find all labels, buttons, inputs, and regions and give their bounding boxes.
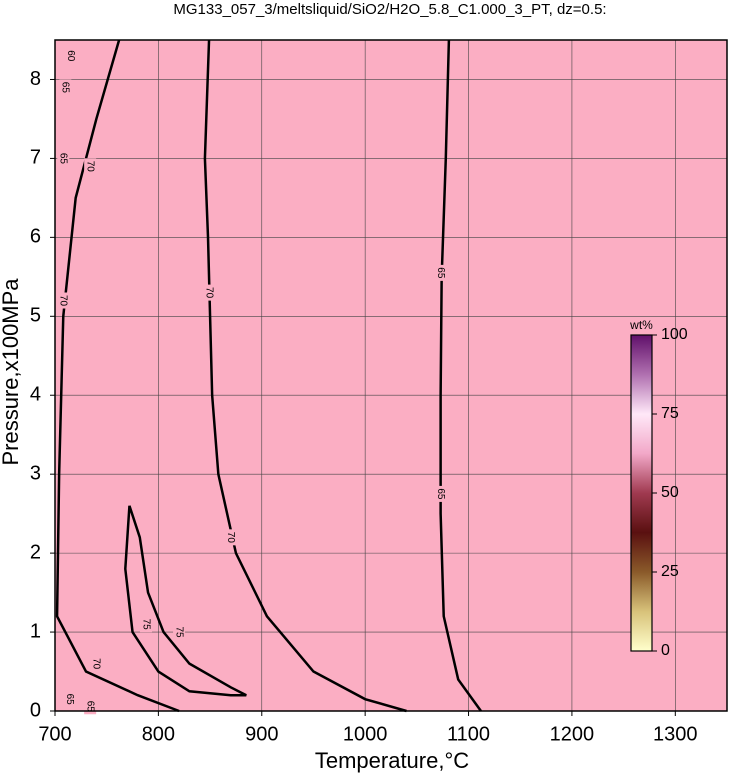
y-axis-label: Pressure,x100MPa xyxy=(0,278,23,466)
y-tick-label: 3 xyxy=(30,462,41,484)
y-tick-label: 0 xyxy=(30,699,41,721)
contour-label-bg xyxy=(434,485,447,502)
colorbar-label: wt% xyxy=(629,318,653,332)
contour-label-bg xyxy=(139,616,152,633)
contour-label-bg xyxy=(59,79,72,96)
colorbar-tick-label: 50 xyxy=(661,484,679,501)
contour-label: 70 xyxy=(91,658,102,670)
y-tick-label: 5 xyxy=(30,305,41,327)
contour-label: 65 xyxy=(435,488,446,500)
contour-label-bg xyxy=(57,292,70,309)
x-tick-label: 1000 xyxy=(343,723,388,745)
contour-label-bg xyxy=(224,529,237,546)
plot-frame xyxy=(54,39,728,712)
x-tick-label: 1100 xyxy=(447,723,490,745)
x-tick-label: 800 xyxy=(142,723,175,745)
contour-label-bg xyxy=(64,47,77,64)
x-axis-label: Temperature,°C xyxy=(315,748,469,773)
y-tick-label: 1 xyxy=(30,620,41,642)
contour-label: 65 xyxy=(60,82,71,94)
contour-label-bg xyxy=(173,624,186,641)
contour-label-bg xyxy=(434,264,447,281)
colorbar-tick-label: 0 xyxy=(661,642,670,659)
contour-label: 75 xyxy=(140,619,151,631)
contour-label: 65 xyxy=(64,694,75,706)
contour-line xyxy=(439,39,482,712)
x-tick-label: 1300 xyxy=(653,723,698,745)
x-tick-label: 700 xyxy=(38,723,71,745)
y-tick-label: 2 xyxy=(30,541,41,563)
contour-label: 70 xyxy=(225,532,236,544)
contour-line xyxy=(124,505,247,697)
x-tick-label: 1200 xyxy=(550,723,595,745)
contour-label: 70 xyxy=(58,295,69,307)
contour-label: 70 xyxy=(85,161,96,173)
y-tick-label: 6 xyxy=(30,226,41,248)
y-tick-label: 4 xyxy=(30,384,41,406)
contour-label: 65 xyxy=(435,267,446,279)
contour-label-bg xyxy=(84,158,97,175)
x-tick-label: 900 xyxy=(245,723,278,745)
contour-label-bg xyxy=(63,691,76,708)
contour-label: 65 xyxy=(85,701,96,713)
contour-label: 65 xyxy=(58,153,69,165)
y-tick-label: 7 xyxy=(30,147,41,169)
contour-label: 75 xyxy=(173,626,184,638)
contour-label: 60 xyxy=(65,50,76,62)
y-tick-label: 8 xyxy=(30,68,41,90)
chart-title: MG133_057_3/meltsliquid/SiO2/H2O_5.8_C1.… xyxy=(173,1,606,18)
colorbar-tick-label: 25 xyxy=(661,563,679,580)
contour-label-bg xyxy=(90,655,103,672)
contour-label-bg xyxy=(57,150,70,167)
colorbar-tick-label: 100 xyxy=(661,326,688,343)
colorbar-tick-label: 75 xyxy=(661,405,679,422)
colorbar xyxy=(630,334,653,652)
contour-line xyxy=(203,39,407,713)
contour-label-bg xyxy=(203,284,216,301)
contour-line xyxy=(55,39,180,713)
contour-label: 70 xyxy=(203,287,214,299)
plot-fill xyxy=(55,40,727,711)
